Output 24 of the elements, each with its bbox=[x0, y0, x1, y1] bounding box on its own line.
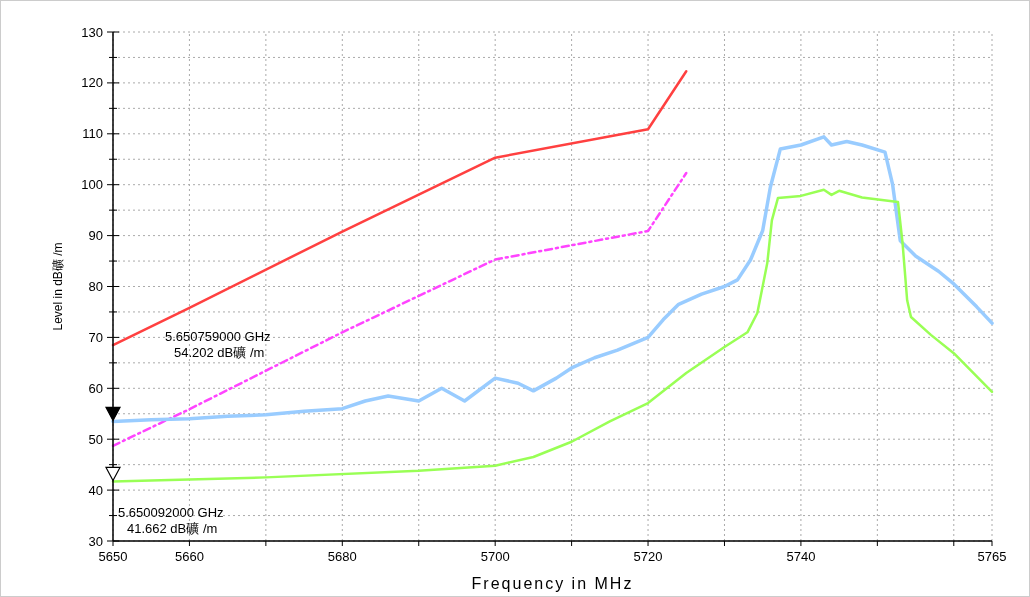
x-tick-label: 5700 bbox=[480, 549, 510, 564]
y-tick-label: 30 bbox=[88, 533, 103, 549]
y-tick-label: 70 bbox=[88, 329, 103, 345]
y-tick-label: 80 bbox=[88, 279, 103, 294]
y-tick-label: 90 bbox=[88, 228, 103, 244]
y-tick-label: 100 bbox=[81, 177, 103, 193]
line-series bbox=[111, 69, 688, 347]
y-tick-label: 50 bbox=[88, 431, 103, 447]
x-axis-title: Frequency in MHz bbox=[471, 575, 634, 592]
annotation: 5.650092000 GHz 41.662 dB礦 /m bbox=[118, 505, 224, 537]
x-tick-label: 5660 bbox=[174, 549, 204, 564]
y-tick-label: 60 bbox=[88, 380, 103, 396]
line-series bbox=[111, 171, 688, 448]
x-tick-label: 5680 bbox=[327, 549, 357, 564]
x-tick-label: 5740 bbox=[786, 549, 816, 564]
y-tick-label: 130 bbox=[81, 24, 103, 40]
y-axis-title: Level in dB礦 /m bbox=[51, 242, 65, 331]
x-tick-label: 5765 bbox=[977, 549, 1007, 564]
y-tick-label: 110 bbox=[82, 126, 103, 142]
x-tick-label: 5720 bbox=[633, 549, 663, 564]
annotation: 5.650759000 GHz 54.202 dB礦 /m bbox=[165, 329, 271, 361]
x-tick-label: 5650 bbox=[98, 549, 128, 564]
y-tick-label: 40 bbox=[88, 482, 103, 498]
y-tick-label: 120 bbox=[81, 75, 103, 91]
